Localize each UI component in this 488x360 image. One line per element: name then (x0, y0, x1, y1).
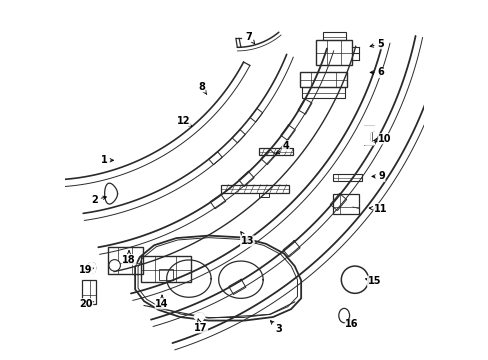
Text: 6: 6 (369, 67, 384, 77)
Bar (141, 256, 190, 282)
Bar (258, 193, 268, 197)
Text: 3: 3 (270, 321, 282, 334)
Text: 19: 19 (79, 265, 94, 275)
Text: 2: 2 (91, 195, 106, 205)
Text: 1: 1 (101, 155, 113, 165)
Bar (107, 247, 142, 274)
Text: 15: 15 (365, 276, 380, 286)
Bar (316, 40, 351, 65)
Text: 17: 17 (194, 319, 207, 333)
Bar (221, 185, 289, 193)
Bar (82, 280, 96, 304)
Bar (301, 87, 344, 98)
Text: 10: 10 (373, 134, 391, 144)
Bar (333, 194, 359, 214)
Text: 8: 8 (198, 82, 206, 95)
Text: 20: 20 (79, 299, 94, 309)
Circle shape (341, 266, 368, 293)
Circle shape (109, 260, 120, 271)
Bar (322, 32, 345, 40)
Polygon shape (86, 262, 96, 273)
Bar (333, 174, 362, 181)
Polygon shape (364, 126, 373, 145)
Text: 5: 5 (369, 39, 384, 49)
Bar (258, 148, 292, 155)
Text: 12: 12 (177, 116, 191, 126)
Text: 11: 11 (368, 204, 386, 214)
Polygon shape (193, 313, 204, 320)
Ellipse shape (338, 309, 349, 323)
Bar (345, 274, 364, 285)
Text: 16: 16 (345, 319, 358, 329)
Text: 14: 14 (155, 295, 168, 309)
Text: 7: 7 (245, 32, 254, 44)
Text: 18: 18 (122, 251, 136, 265)
Text: 13: 13 (240, 232, 254, 246)
Text: 9: 9 (371, 171, 384, 181)
Bar (300, 72, 346, 87)
Bar (159, 269, 173, 280)
Text: 4: 4 (276, 141, 288, 154)
